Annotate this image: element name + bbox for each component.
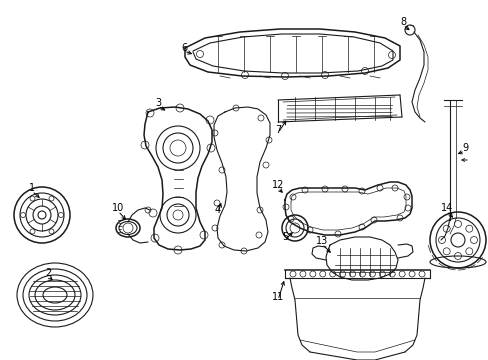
Text: 2: 2: [45, 268, 51, 278]
Text: 12: 12: [271, 180, 284, 190]
Text: 8: 8: [399, 17, 405, 27]
Text: 9: 9: [461, 143, 467, 153]
Text: 14: 14: [440, 203, 452, 213]
Text: 1: 1: [29, 183, 35, 193]
Text: 3: 3: [155, 98, 161, 108]
Text: 13: 13: [315, 236, 327, 246]
Text: 7: 7: [274, 125, 281, 135]
Text: 4: 4: [215, 205, 221, 215]
Text: 11: 11: [271, 292, 284, 302]
Text: 6: 6: [181, 43, 187, 53]
Text: 10: 10: [112, 203, 124, 213]
Text: 5: 5: [281, 232, 287, 242]
